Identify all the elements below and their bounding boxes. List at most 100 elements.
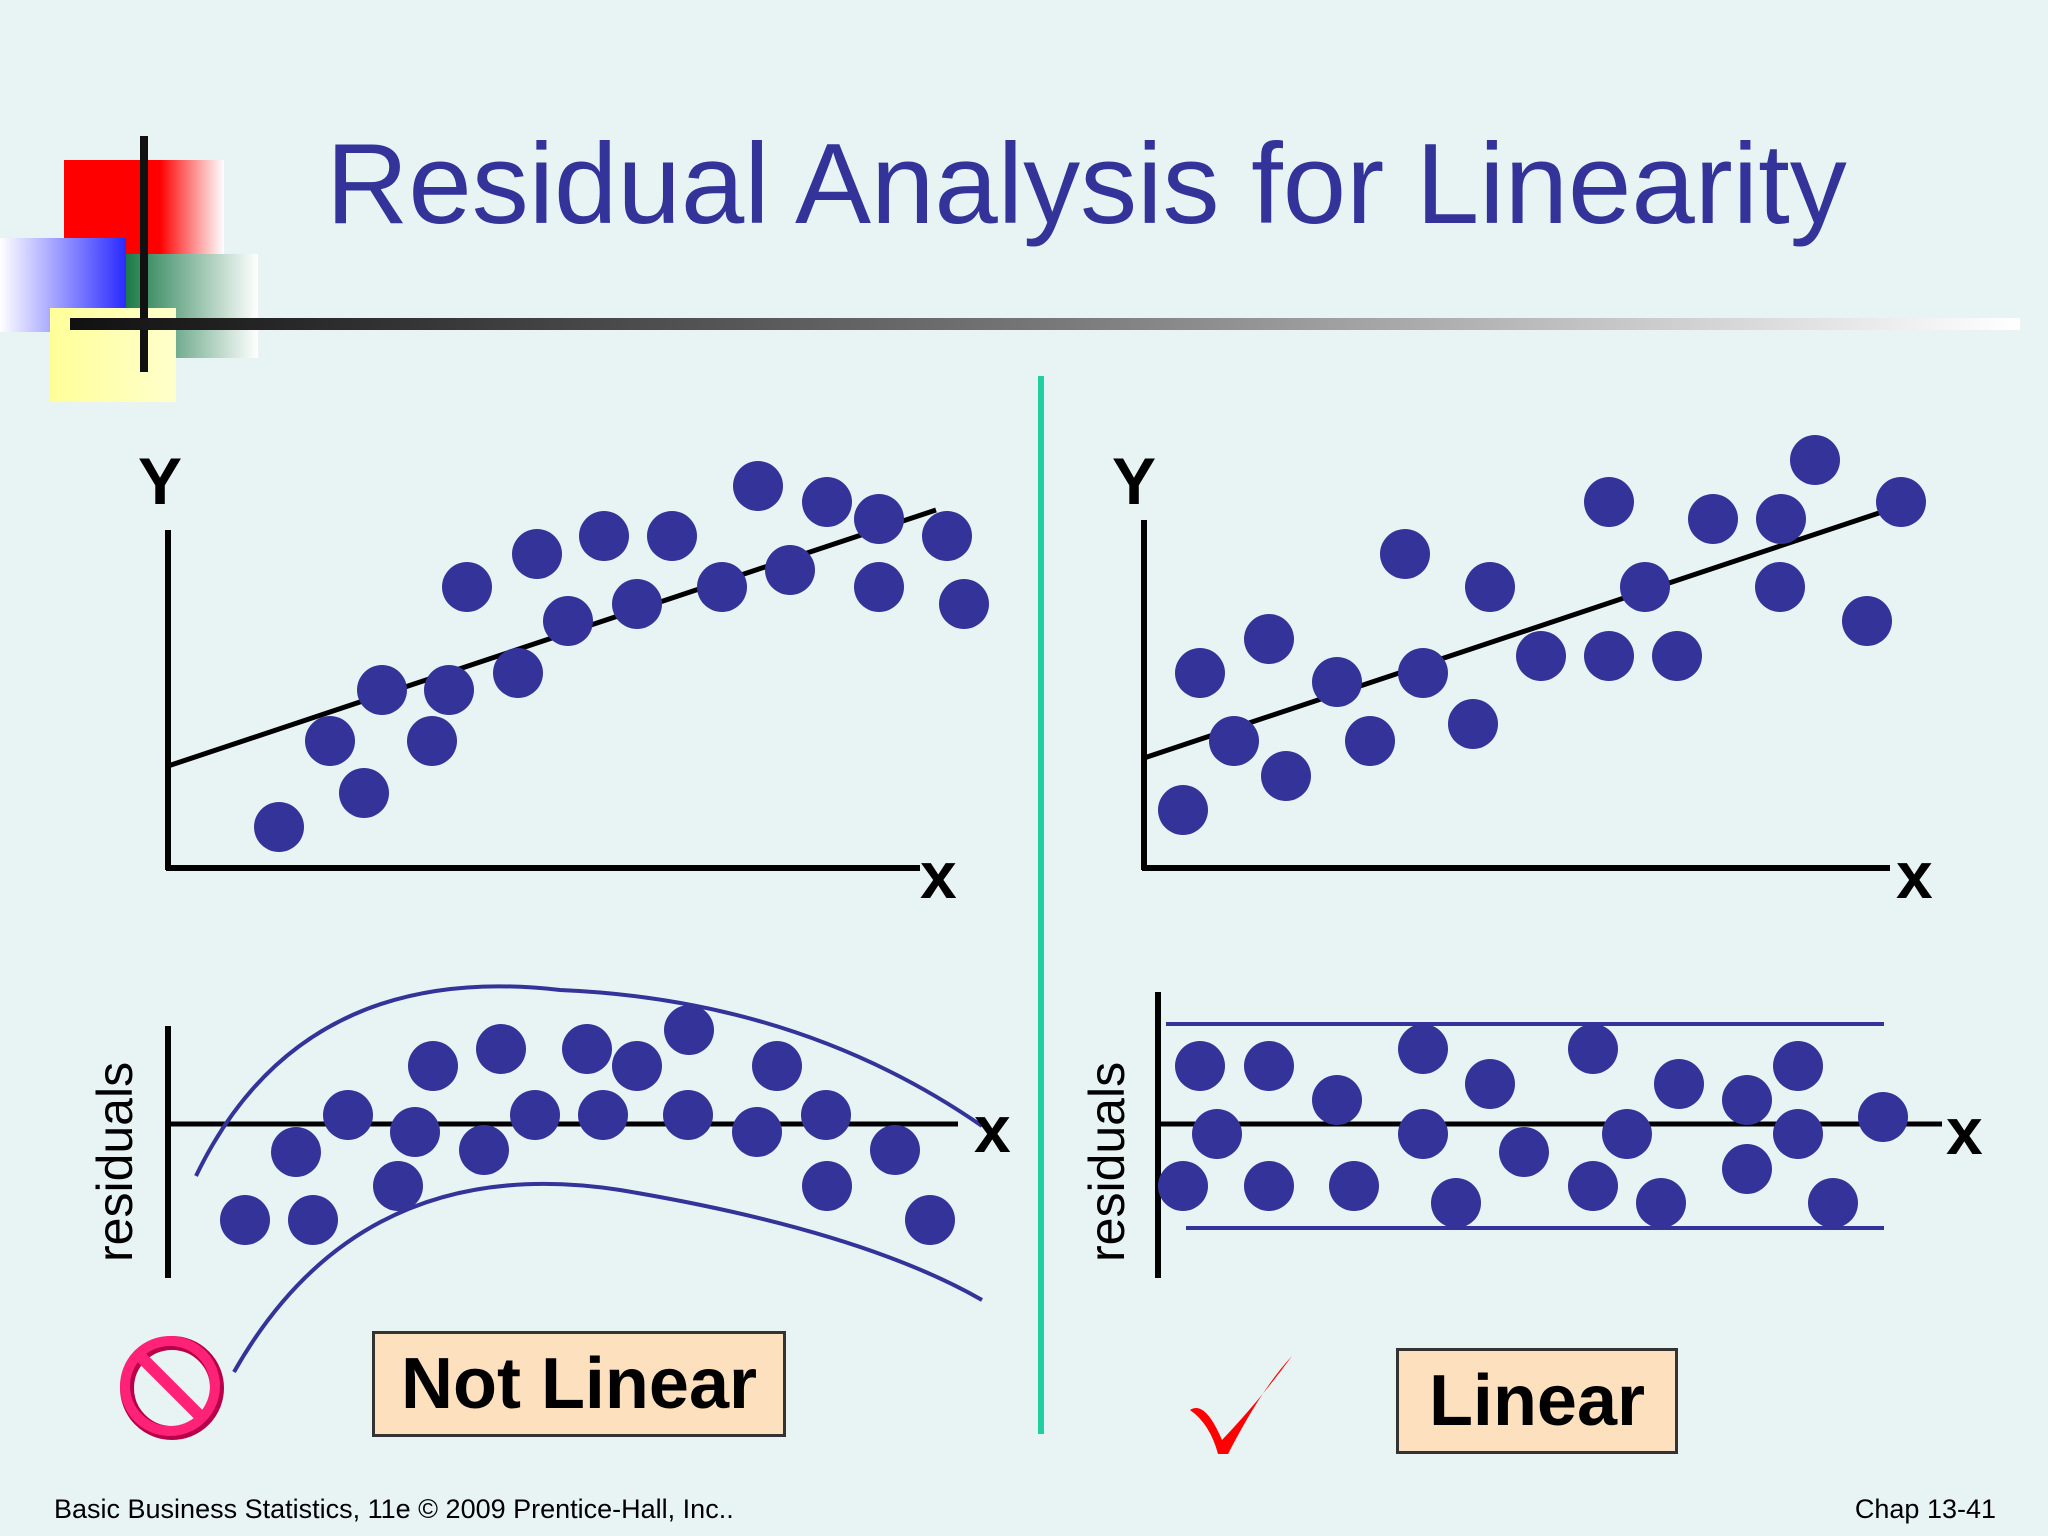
left-scatter-dot [697,562,747,612]
right-scatter-dot [1312,657,1362,707]
left-scatter-dot [579,511,629,561]
right-resid-dot [1808,1178,1858,1228]
right-scatter-dot [1620,562,1670,612]
right-resid-dot [1568,1024,1618,1074]
left-resid-dot [323,1090,373,1140]
left-resid-dot [476,1024,526,1074]
footer-page-number: Chap 13-41 [1854,1494,1996,1524]
right-resid-dot [1192,1109,1242,1159]
right-scatter-dot [1244,614,1294,664]
left-resid-dot [664,1005,714,1055]
right-scatter-y-label: Y [1112,444,1156,518]
left-scatter-dot [939,579,989,629]
left-scatter-dot [922,511,972,561]
right-resid-dot [1175,1041,1225,1091]
left-resid-dot [578,1090,628,1140]
right-scatter-dot [1790,435,1840,485]
left-residual-upper-curve [194,984,984,1177]
right-scatter-dot [1345,716,1395,766]
left-scatter-x-label: x [920,838,957,912]
right-resid-dot [1722,1144,1772,1194]
left-residual-x-label: x [974,1092,1011,1166]
right-residual-y-label: residuals [1079,1062,1135,1262]
right-resid-dot [1568,1161,1618,1211]
left-scatter-dot [647,511,697,561]
left-resid-dot [801,1090,851,1140]
panel-divider [1038,376,1044,1434]
right-resid-dot [1858,1092,1908,1142]
right-resid-dot [1398,1109,1448,1159]
right-resid-dot [1431,1178,1481,1228]
left-resid-dot [663,1090,713,1140]
right-residual-x-label: x [1946,1094,1983,1168]
right-scatter-dot [1175,648,1225,698]
left-scatter-dot [854,494,904,544]
right-resid-dot [1499,1127,1549,1177]
left-scatter-dot [254,802,304,852]
left-scatter-dot [612,579,662,629]
right-residual-plot: x residuals [1079,992,1983,1278]
left-scatter-dot [802,477,852,527]
left-scatter-dot [512,529,562,579]
left-residual-y-label: residuals [87,1062,143,1262]
logo-decoration [0,136,258,402]
slide-title: Residual Analysis for Linearity [326,121,1847,248]
left-scatter-dot [424,665,474,715]
left-scatter-dot [339,768,389,818]
left-scatter-dot [493,648,543,698]
right-scatter-dot [1688,494,1738,544]
left-scatter-dot [765,545,815,595]
right-resid-dot [1158,1161,1208,1211]
left-resid-dot [870,1125,920,1175]
left-resid-dot [562,1024,612,1074]
right-scatter-dot [1584,631,1634,681]
left-scatter-y-label: Y [138,444,182,518]
right-scatter-dot [1876,477,1926,527]
right-scatter-dot [1755,562,1805,612]
left-resid-dot [288,1195,338,1245]
right-resid-dot [1398,1024,1448,1074]
left-resid-dot [802,1161,852,1211]
left-scatter-dot [733,461,783,511]
left-resid-dot [510,1090,560,1140]
left-scatter-dot [543,596,593,646]
left-resid-dot [612,1041,662,1091]
right-scatter-dot [1158,785,1208,835]
prohibited-icon [120,1336,224,1440]
right-scatter-dot [1261,751,1311,801]
left-resid-dot [732,1107,782,1157]
left-resid-dot [390,1107,440,1157]
right-regression-line [1143,507,1889,761]
left-scatter-dot [854,562,904,612]
title-rule [70,318,2020,330]
right-scatter-x-label: x [1896,838,1933,912]
right-scatter-dot [1842,596,1892,646]
verdict-not-linear-label: Not Linear [372,1331,786,1437]
left-resid-dot [373,1161,423,1211]
checkmark-icon [1190,1356,1292,1454]
right-scatter-dot [1380,529,1430,579]
left-resid-dot [408,1041,458,1091]
left-resid-dot [905,1195,955,1245]
right-scatter-dot [1398,648,1448,698]
right-scatter-dot [1516,631,1566,681]
right-resid-dot [1722,1075,1772,1125]
right-scatter-dot [1652,631,1702,681]
left-scatter-dot [305,716,355,766]
right-resid-dot [1312,1075,1362,1125]
left-scatter-dot [442,562,492,612]
left-residual-plot: x residuals [87,984,1011,1373]
right-scatter-plot: Y x [1112,435,1933,912]
right-resid-dot [1244,1041,1294,1091]
left-scatter-plot: Y x [138,444,989,912]
left-scatter-dot [357,665,407,715]
right-scatter-dot [1584,477,1634,527]
right-resid-dot [1654,1059,1704,1109]
right-resid-dot [1773,1041,1823,1091]
right-resid-dot [1244,1161,1294,1211]
footer-citation: Basic Business Statistics, 11e © 2009 Pr… [54,1494,734,1524]
right-resid-dot [1465,1059,1515,1109]
left-residual-lower-curve [232,1182,983,1373]
right-resid-dot [1636,1178,1686,1228]
